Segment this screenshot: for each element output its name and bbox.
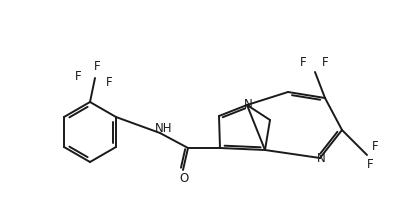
Text: O: O xyxy=(179,172,189,184)
Text: N: N xyxy=(244,98,252,110)
Text: F: F xyxy=(367,158,373,170)
Text: NH: NH xyxy=(155,121,173,134)
Text: F: F xyxy=(322,57,328,70)
Text: F: F xyxy=(106,75,112,88)
Text: F: F xyxy=(75,71,81,84)
Text: F: F xyxy=(372,139,378,152)
Text: N: N xyxy=(317,152,325,166)
Text: F: F xyxy=(94,60,100,73)
Text: F: F xyxy=(300,57,306,70)
